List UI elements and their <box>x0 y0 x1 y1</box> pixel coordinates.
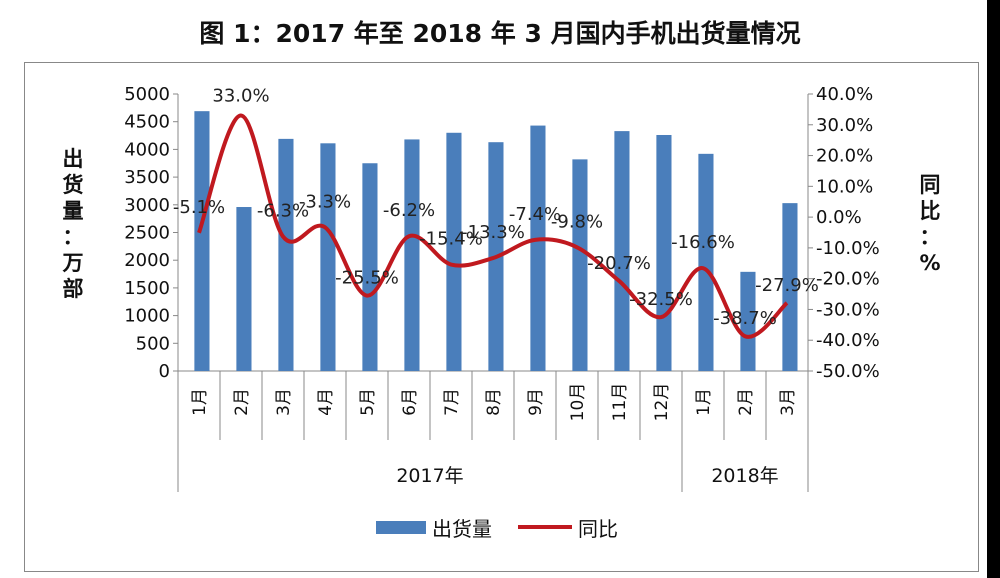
x-tick-label: 2月 <box>736 388 756 416</box>
left-axis-label: 出货量：万部 <box>60 146 86 302</box>
right-axis-label: 同比：% <box>917 172 943 276</box>
x-tick-label: 6月 <box>400 388 420 416</box>
left-tick-label: 1500 <box>124 278 170 299</box>
yoy-data-label: -13.3% <box>461 222 525 243</box>
right-tick-label: -40.0% <box>816 330 880 351</box>
left-tick-label: 1000 <box>124 306 170 327</box>
yoy-data-label: -38.7% <box>713 308 777 329</box>
right-tick-label: 0.0% <box>816 207 862 228</box>
yoy-data-label: -3.3% <box>299 191 351 212</box>
x-tick-label: 2月 <box>232 388 252 416</box>
bar <box>698 153 714 371</box>
legend-line-label: 同比 <box>578 516 618 541</box>
yoy-data-label: -20.7% <box>587 253 651 274</box>
legend-line-swatch <box>518 525 572 529</box>
left-tick-label: 3000 <box>124 195 170 216</box>
yoy-data-label: -6.2% <box>383 200 435 221</box>
x-tick-label: 7月 <box>442 388 462 416</box>
bar <box>572 159 588 371</box>
right-tick-label: 40.0% <box>816 84 873 105</box>
right-tick-label: 10.0% <box>816 176 873 197</box>
bar <box>530 125 546 371</box>
left-tick-label: 4000 <box>124 139 170 160</box>
right-tick-label: 20.0% <box>816 146 873 167</box>
left-tick-label: 5000 <box>124 84 170 105</box>
x-tick-label: 1月 <box>190 388 210 416</box>
x-tick-label: 12月 <box>652 383 672 422</box>
yoy-data-label: -9.8% <box>551 211 603 232</box>
x-group-label: 2018年 <box>711 465 778 487</box>
x-tick-label: 9月 <box>526 388 546 416</box>
x-tick-label: 4月 <box>316 388 336 416</box>
left-tick-label: 500 <box>136 333 170 354</box>
yoy-data-label: -32.5% <box>629 289 693 310</box>
bar <box>740 271 756 371</box>
bar <box>362 163 378 371</box>
yoy-data-label: -16.6% <box>671 232 735 253</box>
bar <box>278 138 294 371</box>
x-group-label: 2017年 <box>396 465 463 487</box>
left-tick-label: 2000 <box>124 250 170 271</box>
left-tick-label: 4500 <box>124 112 170 133</box>
x-tick-label: 5月 <box>358 388 378 416</box>
x-tick-label: 11月 <box>610 383 630 422</box>
bar <box>614 131 630 371</box>
x-tick-label: 3月 <box>274 388 294 416</box>
legend: 出货量 同比 <box>376 512 618 542</box>
yoy-data-label: -25.5% <box>335 268 399 289</box>
bar <box>404 139 420 371</box>
x-tick-label: 8月 <box>484 388 504 416</box>
bar <box>446 132 462 371</box>
left-tick-label: 0 <box>159 361 170 382</box>
legend-bar-swatch <box>376 520 426 534</box>
yoy-data-label: -5.1% <box>173 197 225 218</box>
bar <box>194 111 210 371</box>
x-tick-label: 10月 <box>568 383 588 422</box>
x-tick-label: 1月 <box>694 388 714 416</box>
bar <box>320 143 336 371</box>
legend-bar-label: 出货量 <box>432 516 492 541</box>
left-tick-label: 3500 <box>124 167 170 188</box>
bar <box>656 134 672 371</box>
left-tick-label: 2500 <box>124 223 170 244</box>
bar <box>782 203 798 371</box>
right-tick-label: -20.0% <box>816 269 880 290</box>
right-tick-label: -30.0% <box>816 299 880 320</box>
bar <box>236 207 252 371</box>
x-tick-label: 3月 <box>778 388 798 416</box>
right-tick-label: 30.0% <box>816 115 873 136</box>
chart-frame <box>24 62 979 572</box>
right-tick-label: -10.0% <box>816 238 880 259</box>
right-tick-label: -50.0% <box>816 361 880 382</box>
left-axis-label-text: 出货量：万部 <box>62 147 84 301</box>
yoy-data-label: -7.4% <box>509 204 561 225</box>
yoy-data-label: -6.3% <box>257 201 309 222</box>
yoy-data-label: 33.0% <box>212 86 269 107</box>
yoy-line <box>197 113 789 339</box>
yoy-data-label: -27.9% <box>755 275 819 296</box>
right-border <box>987 0 1000 578</box>
chart-title: 图 1：2017 年至 2018 年 3 月国内手机出货量情况 <box>199 19 801 48</box>
right-axis-label-text: 同比：% <box>919 173 941 275</box>
yoy-data-label: -15.4% <box>419 229 483 250</box>
